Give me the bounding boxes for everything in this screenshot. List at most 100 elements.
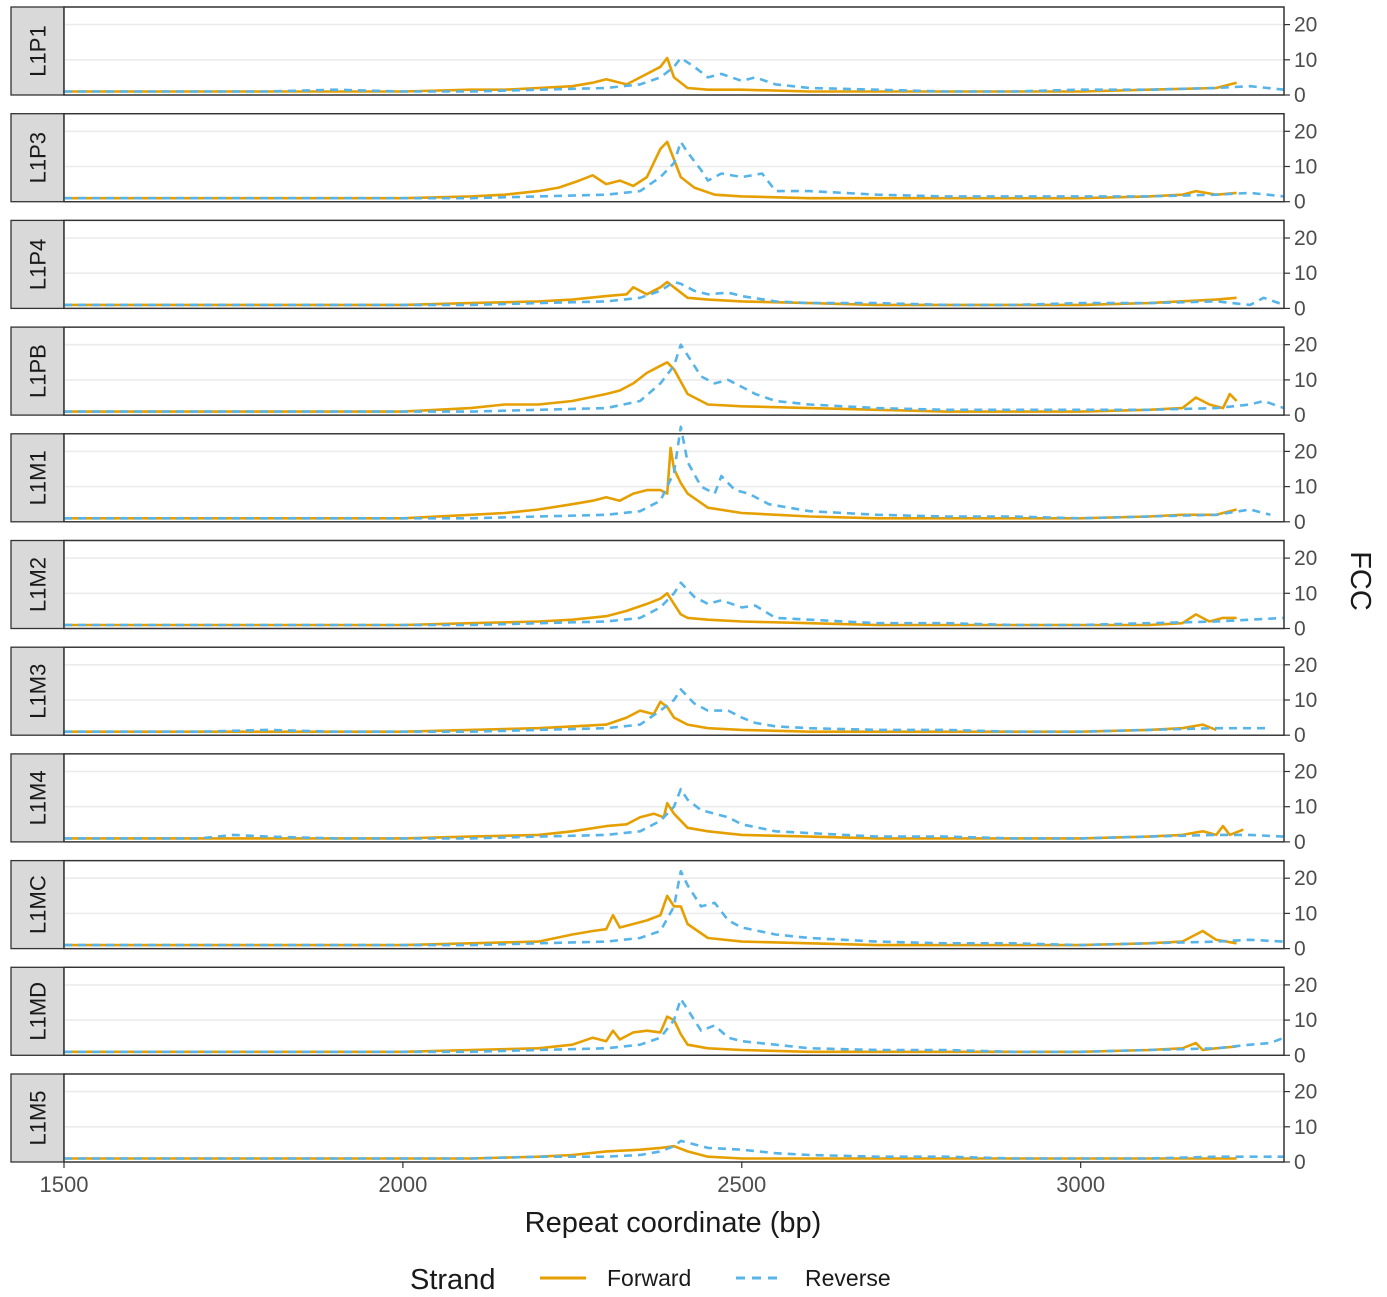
facet-panels: L1P101020L1P301020L1P401020L1PB01020L1M1… xyxy=(10,6,1317,1174)
facet-strip-label: L1M3 xyxy=(26,664,51,719)
facet-panel: L1P1 0 10 20 xyxy=(10,6,1317,107)
facet-strip-label: L1M5 xyxy=(26,1090,51,1145)
panel-frame xyxy=(63,646,1285,736)
y-tick-label: 0 xyxy=(1294,938,1306,961)
y-tick-label: 0 xyxy=(1294,84,1306,107)
facet-strip xyxy=(10,113,65,203)
panel-frame xyxy=(63,219,1285,310)
y-tick-label: 0 xyxy=(1294,511,1306,534)
panel-frame xyxy=(63,966,1285,1056)
facet-strip xyxy=(10,539,65,630)
legend-label-forward: Forward xyxy=(607,1265,691,1291)
series-line-forward xyxy=(64,700,1217,734)
y-tick-label: 20 xyxy=(1294,547,1317,570)
series-line-forward xyxy=(64,140,1237,200)
y-tick-label: 0 xyxy=(1294,831,1306,854)
facet-strip xyxy=(10,6,65,96)
series-line-reverse xyxy=(64,1139,1284,1160)
legend-label-reverse: Reverse xyxy=(805,1265,891,1291)
y-tick-label: 10 xyxy=(1294,902,1317,925)
y-tick-label: 20 xyxy=(1294,120,1317,143)
panel-frame xyxy=(63,433,1285,523)
facet-strip-label: L1M4 xyxy=(26,770,51,825)
panel-border xyxy=(63,859,1285,950)
panel-border xyxy=(63,219,1285,310)
panel-border xyxy=(63,966,1285,1056)
facet-panel: L1P4 0 10 20 xyxy=(10,219,1317,320)
y-tick-label: 0 xyxy=(1294,724,1306,747)
series-line-reverse xyxy=(64,997,1285,1054)
panel-border xyxy=(63,1073,1285,1163)
facet-strip xyxy=(10,326,65,416)
panel-border xyxy=(63,326,1285,416)
x-tick-label: 2000 xyxy=(378,1172,427,1197)
x-axis: 1500 2000 2500 3000 xyxy=(40,1162,1105,1197)
panel-border xyxy=(63,646,1285,736)
y-tick-label: 0 xyxy=(1294,1151,1306,1174)
facet-panel: L1M2 0 10 20 xyxy=(10,539,1317,641)
y-tick-label: 0 xyxy=(1294,1044,1306,1067)
y-tick-label: 10 xyxy=(1294,369,1317,392)
facet-strip-label: L1P1 xyxy=(26,25,51,76)
y-tick-label: 10 xyxy=(1294,49,1317,72)
y-tick-label: 0 xyxy=(1294,191,1306,214)
y-tick-label: 10 xyxy=(1294,582,1317,605)
y-tick-label: 20 xyxy=(1294,1081,1317,1104)
y-tick-label: 10 xyxy=(1294,1009,1317,1032)
facet-panel: L1PB 0 10 20 xyxy=(10,326,1317,427)
series-line-reverse xyxy=(64,425,1271,520)
y-tick-label: 0 xyxy=(1294,404,1306,427)
y-tick-label: 10 xyxy=(1294,476,1317,499)
series-line-reverse xyxy=(64,688,1271,734)
facet-panel: L1M3 0 10 20 xyxy=(10,646,1317,747)
panel-border xyxy=(63,433,1285,523)
facet-strip-label: L1P4 xyxy=(26,239,51,290)
x-tick-label: 1500 xyxy=(40,1172,89,1197)
facet-panel: L1M4 0 10 20 xyxy=(10,753,1317,854)
y-axis-title: FCC xyxy=(1344,551,1376,611)
facet-strip xyxy=(10,859,65,950)
facet-panel: L1MD 0 10 20 xyxy=(10,966,1317,1067)
y-tick-label: 10 xyxy=(1294,1116,1317,1139)
facet-strip xyxy=(10,753,65,843)
series-line-reverse xyxy=(64,280,1285,307)
panel-border xyxy=(63,113,1285,203)
panel-frame xyxy=(63,539,1285,630)
series-line-reverse xyxy=(64,140,1285,200)
panel-border xyxy=(63,539,1285,630)
series-line-forward xyxy=(64,56,1237,93)
series-line-reverse xyxy=(64,581,1285,627)
y-tick-label: 20 xyxy=(1294,334,1317,357)
panel-border xyxy=(63,6,1285,96)
y-tick-label: 20 xyxy=(1294,654,1317,677)
y-tick-label: 10 xyxy=(1294,156,1317,179)
facet-panel: L1M5 0 10 20 xyxy=(10,1073,1317,1174)
series-line-forward xyxy=(64,280,1237,307)
facet-strip xyxy=(10,1073,65,1163)
panel-frame xyxy=(63,6,1285,96)
panel-frame xyxy=(63,1073,1285,1163)
legend-title: Strand xyxy=(410,1264,495,1296)
y-tick-label: 20 xyxy=(1294,761,1317,784)
legend: Strand Forward Reverse xyxy=(410,1264,891,1296)
y-tick-label: 0 xyxy=(1294,297,1306,320)
series-line-reverse xyxy=(64,787,1285,840)
series-line-reverse xyxy=(64,343,1285,413)
x-axis-title: Repeat coordinate (bp) xyxy=(525,1207,822,1239)
facet-strip-label: L1MD xyxy=(26,982,51,1041)
facet-panel: L1M1 0 10 20 xyxy=(10,425,1317,534)
x-tick-label: 3000 xyxy=(1056,1172,1105,1197)
facet-strip xyxy=(10,433,65,523)
y-tick-label: 0 xyxy=(1294,618,1306,641)
facet-strip-label: L1M1 xyxy=(26,450,51,505)
facet-strip-label: L1P3 xyxy=(26,132,51,183)
y-tick-label: 10 xyxy=(1294,689,1317,712)
y-tick-label: 20 xyxy=(1294,440,1317,463)
facet-strip-label: L1PB xyxy=(26,344,51,398)
x-tick-label: 2500 xyxy=(717,1172,766,1197)
facet-panel: L1P3 0 10 20 xyxy=(10,113,1317,214)
facet-strip xyxy=(10,646,65,736)
facet-strip-label: L1MC xyxy=(26,875,51,934)
